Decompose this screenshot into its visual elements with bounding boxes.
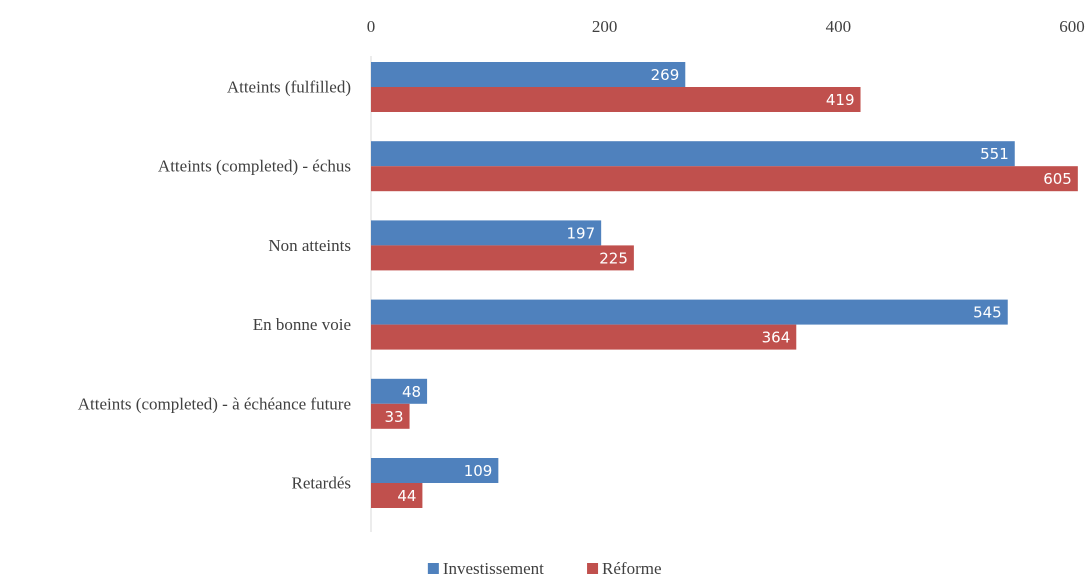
category-label: Atteints (fulfilled) — [227, 78, 351, 97]
bar-r-forme — [371, 403, 410, 429]
legend-swatch — [587, 563, 599, 574]
bar-r-forme — [371, 245, 634, 271]
bar-r-forme — [371, 87, 861, 112]
bar-investissement — [371, 141, 1015, 167]
x-tick-label: 200 — [592, 17, 618, 36]
data-label: 551 — [980, 145, 1009, 163]
bar-investissement — [371, 378, 428, 404]
legend-swatch — [427, 563, 439, 574]
category-label: Atteints (completed) - à échéance future — [78, 394, 351, 413]
bar-r-forme — [371, 166, 1078, 192]
legend-label: Investissement — [443, 559, 544, 578]
data-label: 605 — [1043, 170, 1072, 188]
data-label: 545 — [973, 304, 1002, 322]
data-label: 225 — [599, 249, 628, 267]
category-label: Retardés — [292, 474, 351, 493]
bar-investissement — [371, 458, 499, 483]
data-label: 364 — [762, 329, 791, 347]
legend-label: Réforme — [602, 559, 661, 578]
bar-investissement — [371, 62, 686, 87]
x-tick-label: 400 — [826, 17, 852, 36]
data-label: 269 — [651, 66, 680, 84]
data-label: 33 — [384, 408, 403, 426]
x-tick-label: 0 — [367, 17, 376, 36]
bar-investissement — [371, 299, 1008, 325]
bar-r-forme — [371, 483, 423, 508]
bar-investissement — [371, 220, 602, 246]
x-tick-label: 600 — [1059, 17, 1085, 36]
category-label: Non atteints — [268, 236, 351, 255]
data-label: 109 — [464, 462, 493, 480]
data-label: 419 — [826, 91, 855, 109]
data-label: 197 — [567, 224, 596, 242]
data-label: 48 — [402, 383, 421, 401]
data-label: 44 — [397, 487, 416, 505]
bar-r-forme — [371, 324, 797, 350]
category-label: Atteints (completed) - échus — [158, 157, 351, 176]
category-label: En bonne voie — [253, 315, 351, 334]
